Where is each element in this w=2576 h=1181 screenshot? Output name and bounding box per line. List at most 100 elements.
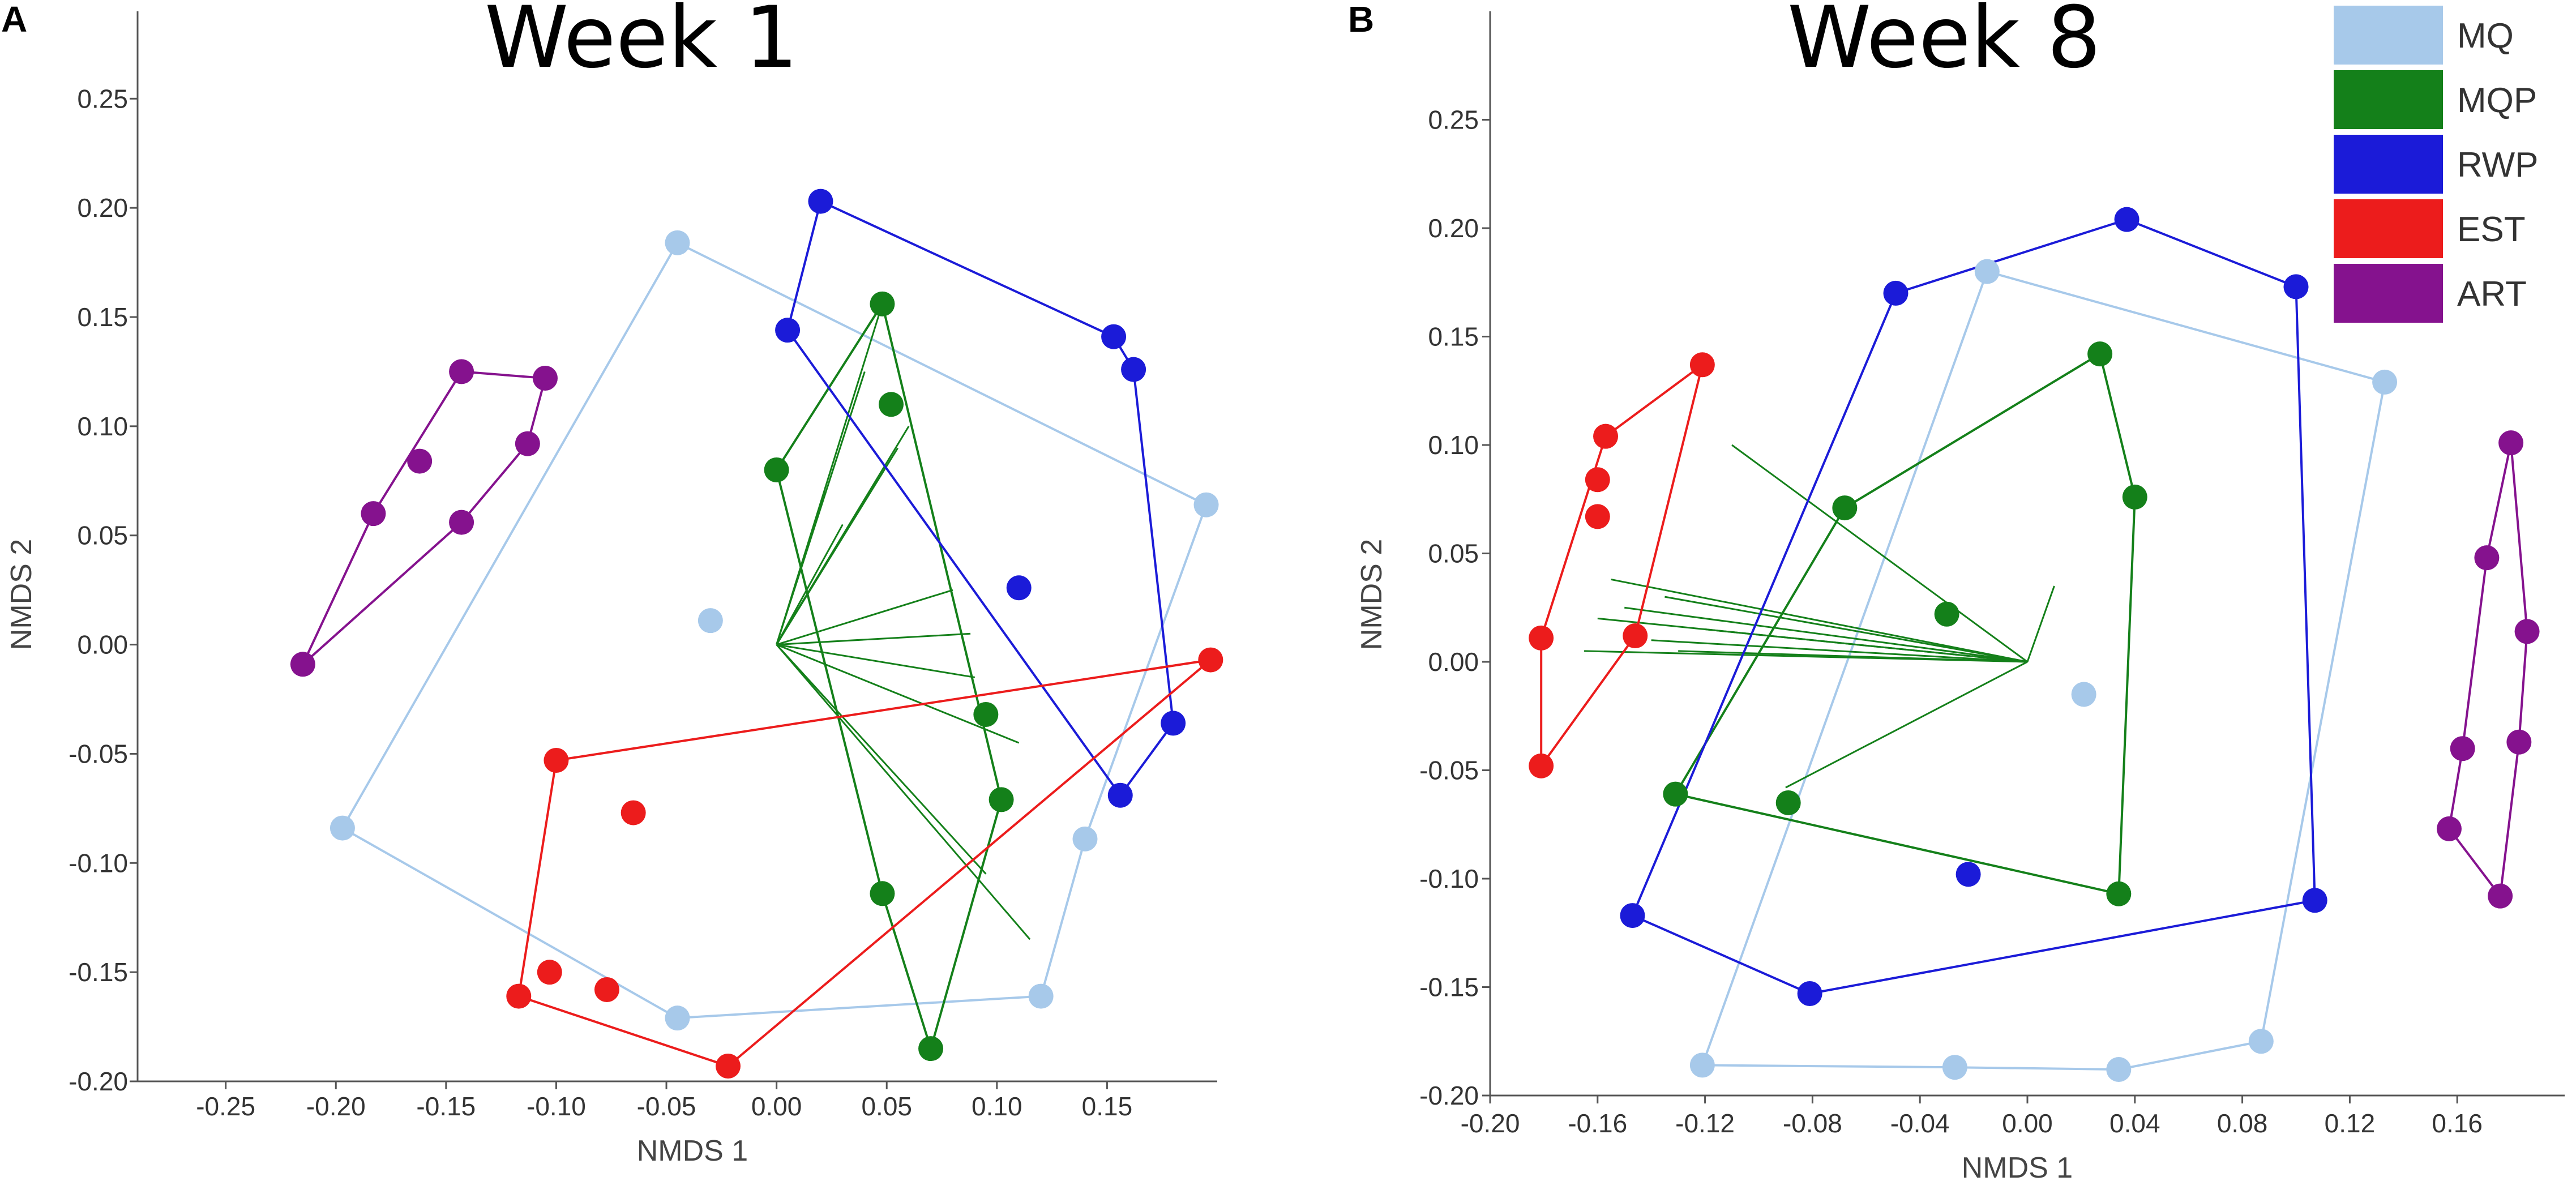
x-tick-label: -0.16 bbox=[1568, 1109, 1627, 1138]
mqp-point bbox=[1775, 790, 1801, 815]
mqp-spider-line bbox=[776, 644, 975, 678]
art-point bbox=[407, 448, 433, 474]
mqp-spider-line bbox=[776, 491, 826, 645]
y-axis-label-week-1: NMDS 2 bbox=[5, 539, 38, 650]
mq-point bbox=[665, 230, 690, 255]
est-point bbox=[1198, 647, 1223, 673]
x-tick-label: 0.15 bbox=[1082, 1092, 1133, 1121]
rwp-point bbox=[1107, 782, 1133, 808]
mqp-spider-line bbox=[1731, 444, 2028, 663]
art-point bbox=[290, 652, 315, 677]
legend-label-mqp: MQP bbox=[2457, 81, 2537, 120]
art-point bbox=[532, 366, 558, 391]
y-tick-label: 0.20 bbox=[77, 193, 128, 222]
est-point bbox=[621, 800, 646, 825]
mqp-spider-line bbox=[1651, 639, 2028, 663]
legend-swatch-mq bbox=[2334, 6, 2443, 65]
mqp-spider-line bbox=[1664, 596, 2028, 663]
est-point bbox=[1689, 352, 1715, 378]
mq-point bbox=[1028, 983, 1054, 1009]
x-tick-label: 0.16 bbox=[2432, 1109, 2483, 1138]
mq-point bbox=[2372, 369, 2398, 395]
chart-title-week-1: Week 1 bbox=[485, 0, 798, 87]
y-tick-label: 0.20 bbox=[1428, 213, 1479, 243]
x-tick-label: 0.00 bbox=[2002, 1109, 2053, 1138]
est-hull-week-1 bbox=[517, 658, 1215, 1068]
y-tick-label: -0.20 bbox=[69, 1067, 128, 1096]
art-point bbox=[2474, 545, 2500, 571]
mqp-point bbox=[764, 457, 789, 482]
rwp-point bbox=[775, 318, 801, 343]
mqp-point bbox=[1934, 601, 1959, 627]
x-tick-label: -0.04 bbox=[1890, 1109, 1950, 1138]
mq-point bbox=[1942, 1055, 1967, 1080]
x-tick-label: -0.08 bbox=[1783, 1109, 1842, 1138]
y-tick-label: 0.15 bbox=[1428, 322, 1479, 352]
mqp-spider-line bbox=[776, 644, 1020, 744]
y-tick-label: -0.15 bbox=[69, 957, 128, 987]
mq-hull-week-1 bbox=[341, 241, 1208, 1020]
mqp-hull-week-8 bbox=[1674, 352, 2136, 896]
y-tick-label: -0.10 bbox=[1419, 864, 1479, 893]
art-point bbox=[2488, 883, 2513, 909]
rwp-point bbox=[1101, 324, 1127, 349]
legend: MQ MQP RWP EST ART bbox=[2334, 6, 2539, 323]
x-tick-label: -0.05 bbox=[637, 1092, 696, 1121]
mq-point bbox=[2071, 682, 2096, 707]
mqp-spider-line bbox=[2026, 585, 2055, 662]
y-tick-label: 0.10 bbox=[77, 412, 128, 441]
est-point bbox=[1529, 753, 1554, 778]
x-tick-label: 0.00 bbox=[751, 1092, 802, 1121]
art-point bbox=[449, 510, 474, 535]
mqp-point bbox=[918, 1036, 944, 1062]
mq-point bbox=[2248, 1029, 2274, 1054]
mqp-point bbox=[2106, 881, 2132, 906]
panel-week-1: A Week 1 NMDS 1 NMDS 2 0.250.200.150.100… bbox=[1, 0, 1223, 1167]
x-tick-label: -0.20 bbox=[306, 1092, 366, 1121]
est-point bbox=[1585, 467, 1610, 493]
y-ticks-week-1: 0.25 0.20 0.15 0.10 0.05 0.00 -0.05 -0.10 -0.15 -… bbox=[69, 11, 139, 1096]
mqp-point bbox=[879, 392, 904, 417]
est-point bbox=[1623, 623, 1648, 649]
chart-title-week-8: Week 8 bbox=[1787, 0, 2101, 87]
y-tick-label: 0.15 bbox=[77, 302, 128, 332]
x-ticks-week-1: -0.25 -0.20 -0.15 -0.10 -0.05 0.00 0.05 0.10 0.1… bbox=[138, 1080, 1217, 1121]
mq-point bbox=[1193, 492, 1219, 517]
y-tick-label: -0.20 bbox=[1419, 1081, 1479, 1110]
x-axis-label-week-8: NMDS 1 bbox=[1962, 1152, 2073, 1181]
rwp-point bbox=[1883, 280, 1909, 306]
mqp-spider-line bbox=[776, 632, 971, 646]
rwp-point bbox=[1121, 357, 1146, 382]
est-point bbox=[716, 1054, 741, 1079]
art-point bbox=[2436, 816, 2462, 841]
mqp-spider-line bbox=[1705, 628, 2028, 663]
art-point bbox=[449, 359, 474, 384]
mqp-spider-line bbox=[1611, 578, 2028, 663]
mqp-point bbox=[973, 702, 999, 727]
art-point bbox=[515, 431, 540, 456]
plot-area-week-1 bbox=[290, 189, 1223, 1079]
mqp-spider-line bbox=[776, 644, 1031, 940]
x-tick-label: 0.05 bbox=[861, 1092, 912, 1121]
x-tick-label: -0.20 bbox=[1461, 1109, 1520, 1138]
plot-area-week-8 bbox=[1529, 207, 2540, 1082]
y-tick-label: 0.25 bbox=[77, 84, 128, 113]
mqp-spider-line bbox=[776, 589, 953, 646]
mq-point bbox=[698, 608, 723, 634]
mqp-spider-line bbox=[1785, 661, 2028, 789]
mq-point bbox=[665, 1005, 690, 1031]
mqp-point bbox=[1832, 495, 1858, 521]
y-tick-label: -0.10 bbox=[69, 848, 128, 878]
est-point bbox=[1585, 504, 1610, 529]
legend-label-rwp: RWP bbox=[2457, 146, 2539, 185]
mqp-spider-line bbox=[1678, 650, 2028, 663]
rwp-point bbox=[2302, 888, 2327, 913]
x-tick-label: 0.10 bbox=[972, 1092, 1022, 1121]
panel-week-8: B Week 8 NMDS 1 NMDS 2 0.250.200.150.100… bbox=[1348, 0, 2565, 1181]
y-axis-label-week-8: NMDS 2 bbox=[1355, 539, 1388, 650]
mq-point bbox=[330, 815, 355, 841]
est-point bbox=[594, 977, 619, 1002]
x-tick-label: 0.04 bbox=[2109, 1109, 2160, 1138]
rwp-point bbox=[1955, 862, 1981, 887]
